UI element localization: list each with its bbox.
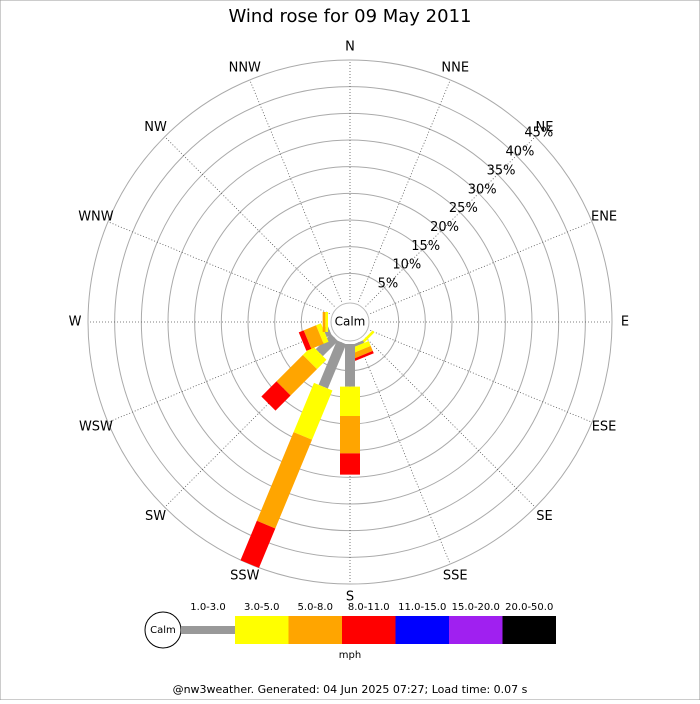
legend-label: 3.0-5.0 bbox=[244, 602, 279, 613]
legend-label: 20.0-50.0 bbox=[505, 602, 553, 613]
bar-segment bbox=[352, 345, 373, 359]
spoke bbox=[365, 136, 536, 307]
legend-swatch bbox=[181, 626, 235, 634]
direction-label: ENE bbox=[591, 209, 617, 224]
legend-swatch bbox=[502, 616, 556, 644]
legend-swatch bbox=[235, 616, 289, 644]
direction-label: NE bbox=[535, 120, 553, 135]
spoke bbox=[358, 79, 451, 302]
legend-swatch bbox=[342, 616, 396, 644]
bar-segment bbox=[340, 453, 360, 475]
bar-segment bbox=[293, 382, 333, 440]
spoke bbox=[107, 221, 330, 314]
spoke bbox=[107, 330, 330, 423]
spoke bbox=[164, 136, 335, 307]
direction-label: SSW bbox=[230, 569, 260, 584]
calm-circle bbox=[330, 302, 370, 342]
direction-label: SSE bbox=[443, 569, 468, 584]
legend-swatch bbox=[288, 616, 342, 644]
bar-segment bbox=[240, 520, 276, 568]
bar-segment bbox=[256, 432, 313, 529]
bar-segment bbox=[303, 325, 324, 349]
direction-label: NNE bbox=[441, 60, 469, 75]
direction-label: NW bbox=[144, 120, 167, 135]
direction-label: W bbox=[69, 315, 82, 330]
chart-title: Wind rose for 09 May 2011 bbox=[229, 6, 472, 27]
bar-segment bbox=[298, 330, 312, 351]
direction-label: S bbox=[346, 590, 354, 605]
bar-segment bbox=[353, 340, 365, 347]
spoke bbox=[249, 79, 342, 302]
bar-segment bbox=[315, 334, 338, 357]
bar-segment bbox=[302, 345, 327, 370]
bar-segment bbox=[322, 312, 326, 332]
legend-label: 8.0-11.0 bbox=[348, 602, 390, 613]
legend-swatch bbox=[395, 616, 449, 644]
bar-segment bbox=[276, 354, 318, 396]
bar-segment bbox=[340, 416, 360, 454]
legend-swatch bbox=[449, 616, 503, 644]
bar-segment bbox=[350, 340, 371, 354]
spoke bbox=[370, 221, 593, 314]
bar-segment bbox=[345, 344, 355, 387]
r-tick-label: 15% bbox=[411, 239, 440, 254]
legend-label: 5.0-8.0 bbox=[298, 602, 333, 613]
legend-label: 1.0-3.0 bbox=[190, 602, 225, 613]
bar-segment bbox=[325, 312, 328, 332]
r-tick-label: 40% bbox=[505, 145, 534, 160]
bar-segment bbox=[318, 340, 347, 389]
footer: @nw3weather. Generated: 04 Jun 2025 07:2… bbox=[173, 683, 528, 696]
grid-ring bbox=[194, 166, 506, 478]
direction-label: SW bbox=[145, 509, 166, 524]
calm-label: Calm bbox=[335, 315, 366, 329]
spoke bbox=[358, 342, 451, 565]
direction-label: SE bbox=[536, 509, 552, 524]
direction-label: WNW bbox=[78, 209, 114, 224]
direction-label: ESE bbox=[592, 420, 617, 435]
direction-label: NNW bbox=[229, 60, 261, 75]
grid-ring bbox=[87, 59, 613, 585]
legend-label: 11.0-15.0 bbox=[398, 602, 446, 613]
direction-label: WSW bbox=[79, 420, 113, 435]
r-tick-label: 10% bbox=[392, 258, 421, 273]
spoke bbox=[370, 330, 593, 423]
direction-label: N bbox=[345, 40, 355, 55]
spoke bbox=[365, 337, 536, 508]
bar-segment bbox=[340, 386, 360, 416]
r-tick-label: 5% bbox=[378, 277, 399, 292]
r-tick-label: 35% bbox=[487, 163, 516, 178]
bar-segment bbox=[315, 323, 329, 344]
direction-label: E bbox=[621, 315, 629, 330]
legend-calm-label: Calm bbox=[150, 625, 176, 636]
bar-segment bbox=[354, 350, 374, 361]
r-tick-label: 45% bbox=[524, 126, 553, 141]
bar-segment bbox=[261, 381, 291, 411]
legend-unit: mph bbox=[339, 650, 361, 661]
legend-label: 15.0-20.0 bbox=[452, 602, 500, 613]
